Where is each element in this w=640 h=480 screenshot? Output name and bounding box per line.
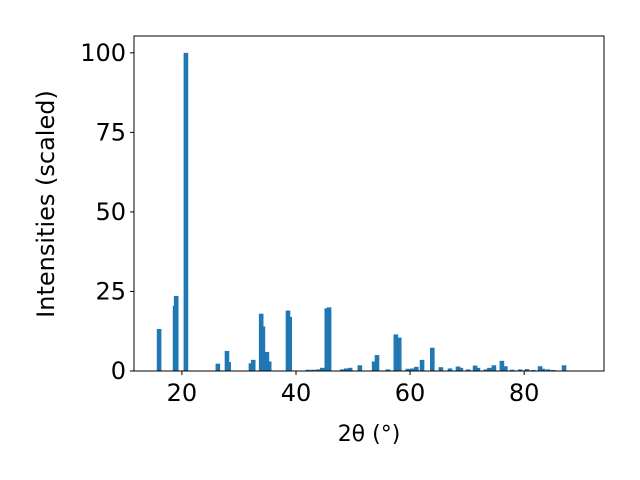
- y-tick-label: 25: [95, 277, 126, 305]
- bar: [357, 365, 363, 371]
- bar: [447, 368, 453, 371]
- bar: [524, 369, 530, 371]
- y-tick-label: 50: [95, 198, 126, 226]
- bar: [226, 362, 231, 371]
- bar: [326, 307, 332, 371]
- bar: [537, 366, 543, 371]
- bar: [173, 295, 179, 371]
- bar: [483, 369, 489, 371]
- bar: [455, 366, 461, 371]
- bar: [319, 367, 325, 371]
- bar: [561, 365, 567, 371]
- y-tick-label: 100: [80, 39, 126, 67]
- x-tick-label: 80: [509, 379, 540, 407]
- plot-area: [134, 36, 604, 371]
- bar: [487, 367, 492, 371]
- bar: [315, 369, 321, 371]
- axes-frame: [133, 35, 605, 372]
- bar: [156, 329, 162, 371]
- bar: [385, 369, 391, 371]
- bar: [458, 367, 464, 371]
- bar: [545, 369, 551, 371]
- y-tick-label: 75: [95, 118, 126, 146]
- bar: [250, 359, 256, 371]
- bar: [419, 359, 425, 371]
- bar: [393, 334, 399, 371]
- bar: [224, 350, 230, 371]
- bar: [509, 369, 515, 371]
- bar: [472, 365, 478, 371]
- bar: [405, 368, 411, 371]
- bar: [475, 367, 481, 371]
- bar: [499, 360, 505, 371]
- bar: [396, 337, 402, 371]
- bar: [347, 367, 353, 371]
- y-axis-label: Intensities (scaled): [32, 90, 60, 318]
- bar: [540, 368, 546, 371]
- y-tick-label: 0: [111, 357, 126, 385]
- bar: [260, 326, 266, 371]
- x-axis-label: 2θ (°): [338, 422, 401, 447]
- bar: [287, 316, 293, 371]
- bar: [266, 361, 272, 371]
- bar: [343, 368, 349, 371]
- bar: [410, 368, 415, 371]
- bar: [517, 369, 523, 371]
- bar: [465, 369, 471, 371]
- bar: [339, 369, 345, 371]
- bar: [503, 366, 508, 371]
- bar: [414, 366, 419, 371]
- bar: [438, 367, 444, 371]
- bar: [491, 365, 497, 371]
- bar: [215, 363, 221, 371]
- bar: [183, 52, 189, 371]
- x-tick-label: 20: [167, 379, 198, 407]
- bar: [374, 355, 380, 371]
- bar: [305, 369, 311, 371]
- bar: [371, 361, 377, 371]
- bar: [430, 347, 435, 371]
- x-tick-label: 40: [281, 379, 312, 407]
- x-tick-label: 60: [395, 379, 426, 407]
- bar: [310, 369, 316, 371]
